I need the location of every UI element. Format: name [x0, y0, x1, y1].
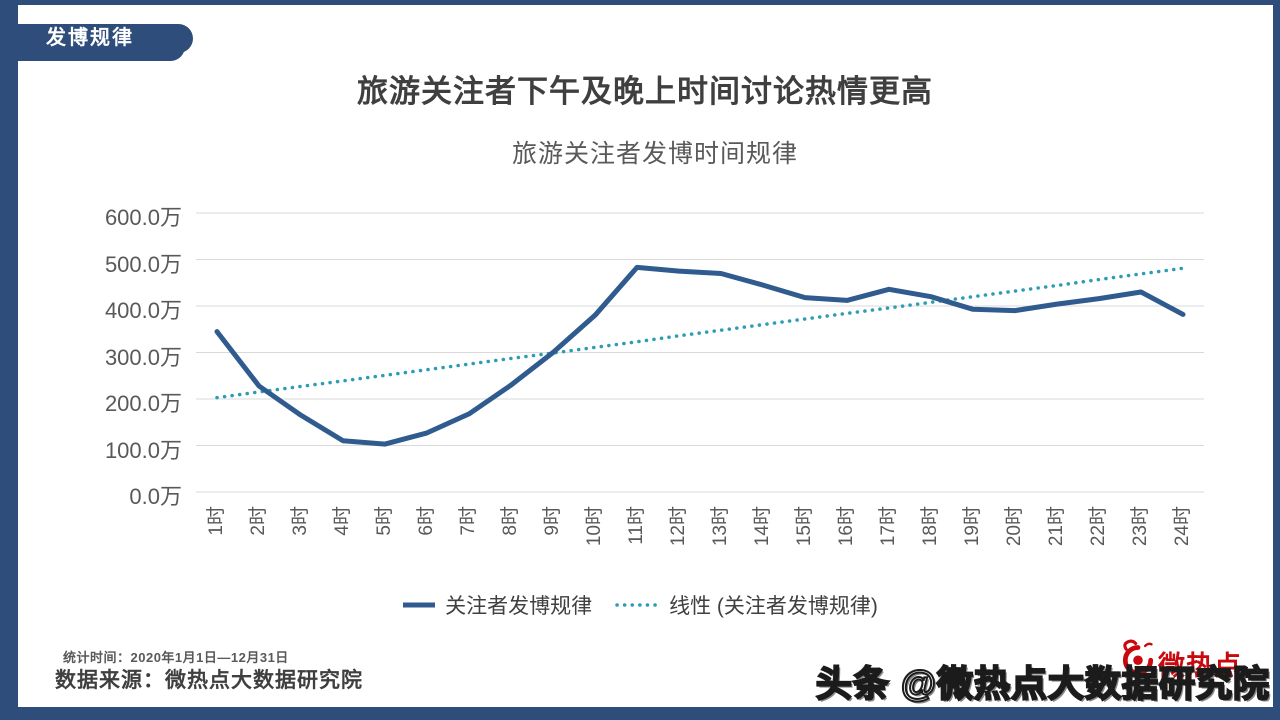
x-axis-tick: 8时 [500, 506, 521, 536]
x-axis-tick: 16时 [836, 506, 857, 547]
section-badge: 发博规律 [10, 24, 193, 61]
x-axis-tick: 20时 [1004, 506, 1025, 547]
x-axis-tick: 21时 [1046, 506, 1067, 547]
legend-item-solid: 关注者发博规律 [402, 590, 592, 620]
top-border-bar [0, 0, 1280, 5]
x-axis-tick: 22时 [1088, 506, 1109, 547]
line-chart-plot [196, 212, 1204, 493]
x-axis-tick: 12时 [668, 506, 689, 547]
x-axis-tick: 1时 [206, 506, 227, 536]
x-axis-tick: 14时 [752, 506, 773, 547]
series-line-trend [215, 266, 1185, 400]
x-axis-tick: 13时 [710, 506, 731, 547]
y-axis-tick: 600.0万 [104, 205, 182, 230]
x-axis-tick: 10时 [584, 506, 605, 547]
brand-logo-text: 微热点 [1158, 651, 1242, 681]
y-axis-tick: 300.0万 [104, 344, 182, 370]
dotted-line-swatch-icon [615, 603, 660, 607]
y-axis-tick: 0.0万 [129, 484, 182, 509]
stat-time-note: 统计时间：2020年1月1日—12月31日 [63, 650, 289, 665]
chart-title: 旅游关注者发博时间规律 [511, 140, 798, 168]
series-line-solid [214, 264, 1186, 447]
y-axis-tick: 200.0万 [104, 391, 182, 416]
watermark-text: 头条 @微热点大数据研究院 [815, 662, 1270, 705]
bottom-border-bar [0, 707, 1280, 720]
y-axis-tick: 500.0万 [104, 251, 182, 277]
x-axis-tick: 4时 [332, 506, 353, 536]
x-axis-tick: 18时 [920, 506, 941, 547]
weibo-eye-icon [1122, 639, 1154, 676]
x-axis-tick: 11时 [626, 506, 647, 545]
left-border-bar [0, 0, 18, 720]
x-axis-tick: 6时 [416, 506, 437, 536]
right-border-bar [1273, 0, 1280, 720]
solid-line-swatch-icon [403, 602, 436, 608]
x-axis-tick: 9时 [542, 506, 563, 536]
data-source-note: 数据来源：微热点大数据研究院 [55, 669, 363, 692]
chart-legend: 关注者发博规律 线性 (关注者发博规律) [0, 590, 1280, 620]
y-axis-tick: 100.0万 [104, 437, 182, 463]
y-axis-tick: 400.0万 [104, 298, 182, 323]
x-axis-tick: 23时 [1130, 506, 1151, 547]
x-axis-tick: 2时 [248, 506, 269, 536]
x-axis-tick: 3时 [290, 506, 311, 536]
x-axis-tick: 7时 [458, 506, 479, 536]
brand-logo: 微热点 [1118, 638, 1242, 684]
legend-label-solid: 关注者发博规律 [445, 595, 593, 618]
x-axis-tick: 24时 [1172, 506, 1193, 547]
legend-item-trend: 线性 (关注者发博规律) [614, 590, 878, 620]
page-title: 旅游关注者下午及晚上时间讨论热情更高 [357, 74, 933, 109]
x-axis-tick: 19时 [962, 506, 983, 547]
x-axis-tick: 15时 [794, 506, 815, 547]
x-axis-tick: 5时 [374, 506, 395, 536]
legend-label-trend: 线性 (关注者发博规律) [669, 595, 878, 618]
x-axis-tick: 17时 [878, 506, 899, 547]
